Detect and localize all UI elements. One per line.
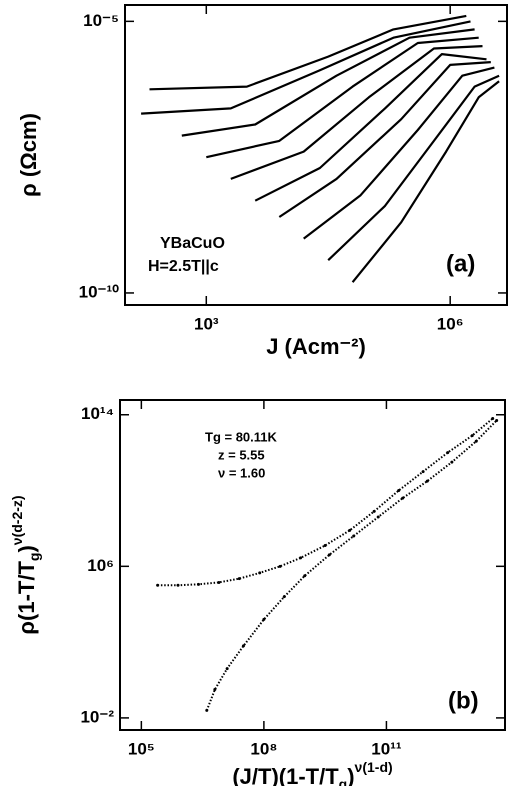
x-axis-label: (J/T)(1-T/Tg)ν(1-d) xyxy=(232,759,392,786)
y-axis-label-part: ν(d-2-z) xyxy=(9,495,25,545)
curve xyxy=(278,61,491,218)
x-axis-label-part: ) xyxy=(347,764,354,786)
curve xyxy=(181,28,475,137)
plot-frame xyxy=(124,4,508,306)
annotation: Tg = 80.11K xyxy=(205,429,278,444)
point xyxy=(303,574,307,578)
dotted-trace xyxy=(205,419,498,711)
plot-frame xyxy=(119,399,506,731)
y-tick-label: 10⁶ xyxy=(87,556,114,575)
point xyxy=(327,553,331,557)
annotation: ν = 1.60 xyxy=(218,465,265,480)
x-axis-label-part: (J/T)(1-T/T xyxy=(232,764,339,786)
point xyxy=(205,708,209,712)
x-tick-label: 10⁸ xyxy=(250,739,277,758)
curve xyxy=(327,74,500,261)
point xyxy=(278,564,282,568)
point xyxy=(446,451,450,455)
curve xyxy=(141,20,471,115)
y-tick-label: 10⁻¹⁰ xyxy=(79,282,120,301)
point xyxy=(450,460,454,464)
point xyxy=(213,687,217,691)
x-axis-label-part: g xyxy=(339,776,348,786)
curve xyxy=(230,45,483,180)
y-tick-label: 10⁻⁵ xyxy=(83,11,119,30)
point xyxy=(348,528,352,532)
curve xyxy=(351,80,500,283)
point xyxy=(258,571,262,575)
y-axis-label: ρ (Ωcm) xyxy=(16,113,41,197)
x-tick-label: 10⁵ xyxy=(128,739,155,758)
y-axis-label: ρ(1-T/Tg)ν(d-2-z) xyxy=(9,495,42,634)
point xyxy=(156,583,160,587)
curve xyxy=(206,36,479,159)
point xyxy=(376,515,380,519)
x-tick-label: 10¹¹ xyxy=(371,739,402,758)
point xyxy=(470,434,474,438)
point xyxy=(474,439,478,443)
curve xyxy=(254,53,487,202)
point xyxy=(323,543,327,547)
point xyxy=(495,418,499,422)
point xyxy=(397,489,401,493)
y-axis-label-part: g xyxy=(26,553,42,562)
panel-label: (b) xyxy=(448,687,479,714)
point xyxy=(299,556,303,560)
y-tick-label: 10¹⁴ xyxy=(81,404,114,423)
point xyxy=(237,577,241,581)
point xyxy=(421,470,425,474)
curve xyxy=(303,66,495,240)
x-tick-label: 10⁶ xyxy=(437,314,464,333)
point xyxy=(491,417,495,421)
y-tick-label: 10⁻² xyxy=(80,707,114,726)
point xyxy=(262,617,266,621)
x-axis-label: J (Acm⁻²) xyxy=(266,334,366,359)
x-axis-label-part: ν(1-d) xyxy=(355,759,393,775)
point xyxy=(225,667,229,671)
annotation: H=2.5T||c xyxy=(148,258,219,275)
y-axis-label-part: ) xyxy=(14,545,39,552)
point xyxy=(217,580,221,584)
point xyxy=(241,644,245,648)
annotation: YBaCuO xyxy=(160,235,225,252)
panel-label: (a) xyxy=(446,250,475,277)
point xyxy=(352,534,356,538)
curve xyxy=(149,14,467,91)
point xyxy=(196,582,200,586)
point xyxy=(401,496,405,500)
annotation: z = 5.55 xyxy=(218,447,265,462)
point xyxy=(425,479,429,483)
point xyxy=(176,583,180,587)
point xyxy=(372,509,376,513)
point xyxy=(282,595,286,599)
x-tick-label: 10³ xyxy=(194,314,219,333)
y-axis-label-part: ρ(1-T/T xyxy=(14,561,39,635)
